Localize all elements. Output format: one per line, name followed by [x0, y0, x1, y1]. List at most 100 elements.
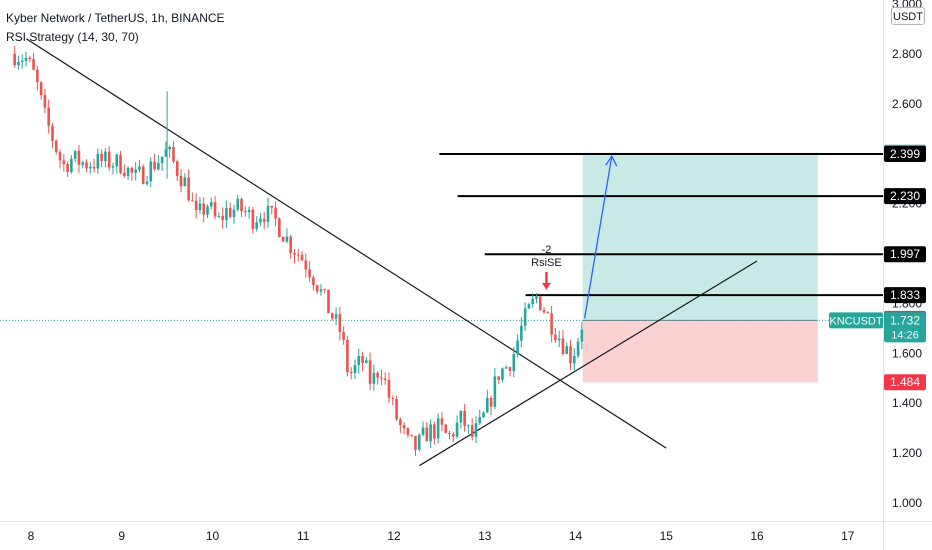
candle-body-142	[550, 313, 553, 335]
candle-body-93	[365, 360, 368, 363]
candle-body-87	[342, 331, 345, 340]
candle-body-145	[561, 338, 565, 354]
candle-body-119	[463, 410, 466, 426]
x-tick-label-9: 17	[841, 529, 855, 543]
candle-body-100	[391, 397, 395, 399]
x-tick-label-6: 14	[569, 529, 583, 543]
candle-body-111	[433, 424, 436, 439]
candle-body-97	[380, 377, 383, 379]
candle-body-79	[312, 277, 315, 286]
candle-body-26	[111, 166, 115, 168]
candle-body-85	[334, 314, 338, 319]
candle-body-146	[565, 346, 569, 354]
candle-body-16	[73, 150, 77, 159]
candle-body-33	[138, 166, 141, 170]
candle-body-21	[92, 166, 96, 169]
candle-body-27	[115, 154, 119, 167]
candle-body-6	[36, 69, 39, 83]
candle-body-104	[406, 428, 410, 435]
price-label-1-484: 1.484	[884, 374, 926, 391]
signal-arrow-head	[541, 282, 551, 290]
price-label-text-3: 1.997	[890, 247, 920, 261]
projection-line	[583, 156, 613, 319]
candle-body-118	[459, 410, 463, 423]
y-tick-label-9: 1.200	[892, 446, 922, 460]
price-label-1-997: 1.997	[884, 246, 926, 263]
candle-body-30	[126, 167, 130, 176]
candle-body-141	[546, 312, 550, 314]
candle-body-48	[194, 200, 198, 210]
candle-body-121	[470, 425, 474, 437]
candle-body-25	[107, 151, 111, 168]
candle-body-135	[523, 308, 527, 326]
candle-body-49	[198, 203, 202, 210]
projection-arrowhead	[605, 154, 618, 167]
target-zone	[582, 152, 818, 321]
candle-body-134	[520, 325, 523, 341]
candle-body-7	[39, 82, 43, 96]
candle-body-12	[58, 152, 62, 161]
candle-body-32	[134, 169, 137, 173]
candle-body-82	[323, 289, 327, 291]
candle-body-84	[330, 313, 334, 319]
candle-body-44	[179, 176, 183, 187]
last-price-bg	[884, 312, 926, 343]
candle-body-76	[300, 254, 304, 261]
x-tick-label-4: 12	[387, 529, 401, 543]
candle-body-19	[85, 162, 88, 169]
candle-body-43	[175, 161, 179, 177]
candle-body-83	[327, 289, 330, 314]
candle-body-137	[531, 298, 534, 305]
descending-trendline	[26, 38, 667, 449]
candle-body-38	[157, 162, 160, 170]
candle-body-75	[296, 254, 300, 256]
y-tick-label-10: 1.000	[892, 496, 922, 510]
candle-body-46	[187, 177, 190, 201]
candle-body-131	[508, 367, 512, 371]
candle-body-35	[145, 181, 149, 184]
candle-body-63	[251, 209, 255, 229]
candle-body-1	[17, 61, 20, 66]
candle-body-36	[149, 161, 153, 182]
candle-body-125	[486, 397, 489, 413]
candle-body-116	[451, 434, 455, 437]
candle-body-128	[497, 376, 500, 380]
x-tick-label-7: 15	[660, 529, 674, 543]
candle-body-114	[444, 424, 448, 433]
candle-body-34	[141, 166, 145, 184]
candle-body-133	[516, 340, 519, 355]
candle-body-94	[368, 360, 372, 384]
y-tick-label-0: 3.000	[892, 0, 922, 11]
price-label-text-1: 2.399	[890, 147, 920, 161]
candles	[13, 45, 584, 456]
candle-body-147	[569, 346, 572, 364]
x-tick-label-2: 10	[206, 529, 220, 543]
candle-body-122	[474, 423, 478, 437]
candle-body-13	[62, 160, 66, 165]
candle-body-117	[455, 422, 459, 437]
candle-body-80	[315, 285, 319, 292]
candle-body-45	[183, 177, 187, 187]
candle-body-148	[572, 355, 576, 364]
y-tick-label-2: 2.600	[892, 97, 922, 111]
candle-body-20	[88, 166, 92, 169]
candle-body-2	[20, 60, 24, 62]
last-price-symbol: KNCUSDT	[829, 315, 882, 327]
y-tick-label-7: 1.600	[892, 346, 922, 360]
candle-body-14	[66, 164, 69, 173]
candle-body-140	[542, 310, 546, 313]
candle-body-57	[228, 208, 232, 218]
currency-button[interactable]: USDT	[891, 7, 925, 25]
candle-body-31	[130, 167, 134, 173]
candle-body-105	[410, 434, 413, 436]
candle-body-9	[47, 107, 50, 126]
candle-body-86	[338, 314, 342, 332]
candle-body-18	[81, 162, 85, 165]
candle-body-11	[54, 140, 58, 153]
candle-body-3	[24, 57, 28, 61]
candle-body-64	[255, 222, 258, 229]
candle-body-41	[168, 146, 171, 150]
candle-body-8	[43, 95, 47, 108]
